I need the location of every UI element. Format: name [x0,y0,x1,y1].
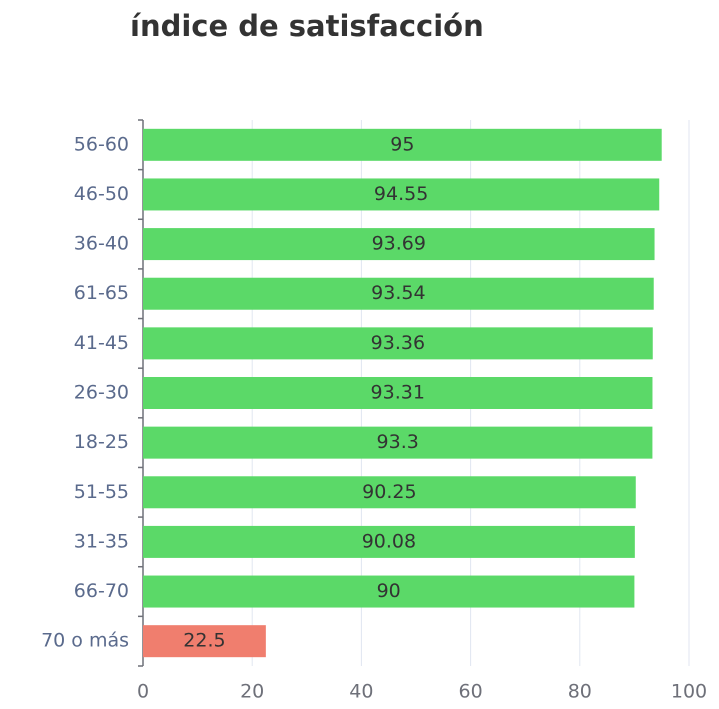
y-tick-label: 70 o más [41,630,129,652]
chart-title: índice de satisfacción [130,9,484,43]
bar [143,128,662,161]
y-tick-label: 41-45 [74,332,129,354]
y-tick-label: 31-35 [74,530,129,552]
y-tick-label: 56-60 [74,133,129,155]
y-tick-label: 18-25 [74,431,129,453]
y-tick-label: 61-65 [74,282,129,304]
bar-value-label: 93.3 [377,431,419,453]
bar-value-label: 94.55 [374,183,428,205]
x-tick-label: 60 [459,681,483,703]
bar [143,228,655,261]
bar-value-label: 93.54 [371,282,425,304]
bar-value-label: 93.31 [371,382,425,404]
bar [143,377,653,409]
bar-value-label: 93.36 [371,332,425,354]
bar [143,476,636,509]
bar-value-label: 95 [390,133,414,155]
bar [143,327,653,360]
x-tick-label: 100 [671,681,707,703]
bar-value-label: 90 [377,580,401,602]
bar [143,277,654,310]
bar-value-label: 90.25 [362,481,416,503]
x-tick-label: 80 [568,681,592,703]
y-tick-label: 46-50 [74,183,129,205]
bar [143,178,660,211]
bar [143,575,635,608]
bar-value-label: 93.69 [372,233,426,255]
bar [143,525,635,558]
x-tick-label: 20 [240,681,264,703]
y-tick-label: 26-30 [74,382,129,404]
bar-value-label: 90.08 [362,530,416,552]
y-tick-label: 51-55 [74,481,129,503]
y-tick-label: 36-40 [74,233,129,255]
x-tick-label: 0 [137,681,149,703]
bar [143,426,653,459]
x-tick-label: 40 [349,681,373,703]
bar [143,625,266,658]
bar-value-label: 22.5 [183,630,225,652]
y-tick-label: 66-70 [74,580,129,602]
